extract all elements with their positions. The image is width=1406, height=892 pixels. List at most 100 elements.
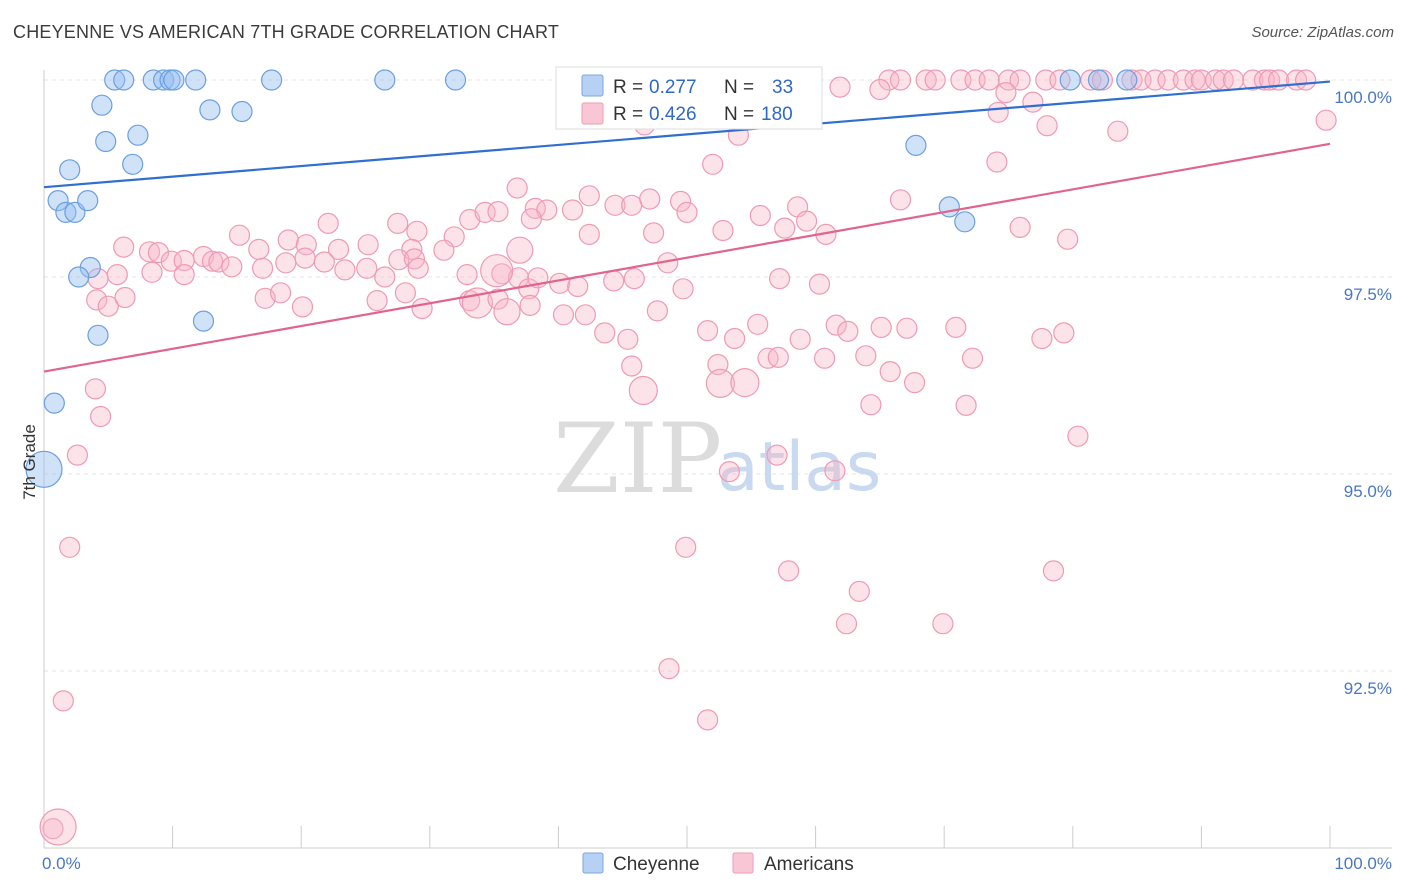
americans-point-48 [639, 188, 661, 210]
americans-point-165 [84, 378, 107, 400]
americans-point-112 [106, 264, 128, 286]
americans-point-97 [388, 249, 410, 271]
americans-point-69 [795, 210, 818, 232]
americans-point-157 [705, 368, 736, 398]
americans-point-32 [869, 78, 891, 101]
bottom-legend-swatch-cheyenne [582, 852, 604, 874]
americans-point-88 [208, 251, 230, 273]
americans-point-18 [1172, 69, 1195, 91]
cheyenne-point-21 [55, 201, 77, 223]
cheyenne-point-6 [185, 69, 207, 91]
americans-point-128 [574, 304, 597, 326]
americans-point-171 [1042, 560, 1065, 582]
americans-point-162 [766, 444, 788, 466]
americans-point-146 [621, 355, 643, 377]
americans-point-175 [658, 657, 680, 680]
axes [43, 70, 1392, 849]
americans-point-108 [623, 268, 645, 290]
cheyenne-point-30 [192, 310, 215, 332]
cheyenne-point-0 [104, 69, 126, 91]
watermark-zip: ZIP [553, 403, 722, 515]
americans-point-49 [676, 201, 698, 223]
bottom-legend-swatch-americans [732, 852, 754, 874]
cheyenne-point-32 [25, 450, 63, 488]
cheyenne-point-10 [1059, 69, 1081, 91]
americans-point-137 [825, 314, 847, 336]
americans-point-52 [749, 204, 771, 227]
americans-point-35 [987, 101, 1009, 123]
americans-point-160 [955, 394, 977, 416]
americans-point-149 [767, 346, 789, 368]
americans-point-106 [567, 275, 589, 298]
americans-point-158 [730, 368, 760, 398]
americans-point-142 [1031, 327, 1053, 350]
americans-point-121 [411, 297, 433, 320]
americans-point-2 [889, 69, 912, 91]
x-tick-label-1: 100.0% [1334, 854, 1392, 873]
americans-point-7 [978, 69, 1000, 91]
americans-point-42 [1315, 109, 1337, 131]
source-credit: Source: ZipAtlas.com [1251, 24, 1394, 41]
americans-point-81 [138, 241, 161, 263]
americans-point-138 [837, 320, 859, 342]
y-tick-label-2: 97.5% [1344, 285, 1392, 304]
americans-point-8 [997, 69, 1020, 91]
americans-point-153 [903, 372, 926, 394]
americans-point-178 [42, 817, 64, 840]
americans-point-100 [456, 264, 478, 286]
americans-point-34 [1022, 91, 1044, 113]
y-tick-label-3: 100.0% [1334, 88, 1392, 107]
americans-point-154 [961, 347, 984, 369]
americans-point-74 [277, 229, 299, 251]
americans-point-46 [604, 194, 626, 216]
cheyenne-point-18 [122, 153, 144, 175]
americans-point-70 [1009, 216, 1031, 238]
americans-point-110 [768, 268, 791, 290]
americans-point-152 [879, 361, 901, 383]
cheyenne-point-20 [47, 190, 69, 212]
cheyenne-point-12 [1116, 69, 1138, 91]
americans-point-67 [774, 217, 796, 239]
americans-point-92 [294, 247, 316, 269]
americans-point-14 [1121, 69, 1143, 91]
americans-point-80 [506, 236, 534, 264]
americans-point-173 [835, 613, 858, 635]
americans-point-26 [1258, 69, 1281, 91]
americans-point-16 [1144, 69, 1166, 91]
x-tick-label-0: 0.0% [42, 854, 81, 873]
americans-point-90 [252, 257, 274, 279]
americans-point-143 [86, 289, 108, 311]
cheyenne-point-26 [954, 211, 976, 233]
americans-point-133 [696, 320, 719, 342]
cheyenne-point-15 [231, 100, 253, 123]
americans-point-150 [813, 347, 836, 369]
legend-swatch-americans [581, 102, 604, 125]
cheyenne-point-1 [113, 69, 135, 91]
americans-point-12 [1080, 69, 1102, 91]
americans-point-168 [59, 536, 81, 558]
cheyenne-point-25 [938, 196, 960, 218]
correlation-legend: R = 0.277 N = 33 R = 0.426 N = 180 [555, 66, 823, 130]
legend-n-value-2: 180 [761, 104, 793, 125]
americans-point-174 [932, 613, 954, 635]
americans-point-107 [603, 270, 625, 292]
y-tick-label-1: 95.0% [1344, 482, 1392, 501]
legend-r-value-1: 0.277 [649, 77, 697, 98]
watermark: ZIP atlas [553, 403, 881, 515]
cheyenne-point-16 [95, 130, 117, 153]
americans-point-29 [1294, 69, 1317, 91]
americans-point-96 [374, 266, 396, 288]
americans-point-83 [147, 242, 170, 264]
americans-point-95 [356, 257, 378, 279]
americans-point-166 [89, 405, 112, 428]
americans-point-105 [549, 272, 571, 294]
americans-point-170 [777, 560, 800, 582]
cheyenne-point-5 [163, 69, 185, 91]
legend-r-label-2: R = [613, 104, 643, 125]
americans-point-120 [394, 282, 416, 304]
americans-point-161 [1067, 425, 1089, 447]
americans-trend-line [43, 142, 1331, 373]
americans-point-87 [201, 250, 224, 272]
americans-point-44 [561, 199, 584, 221]
